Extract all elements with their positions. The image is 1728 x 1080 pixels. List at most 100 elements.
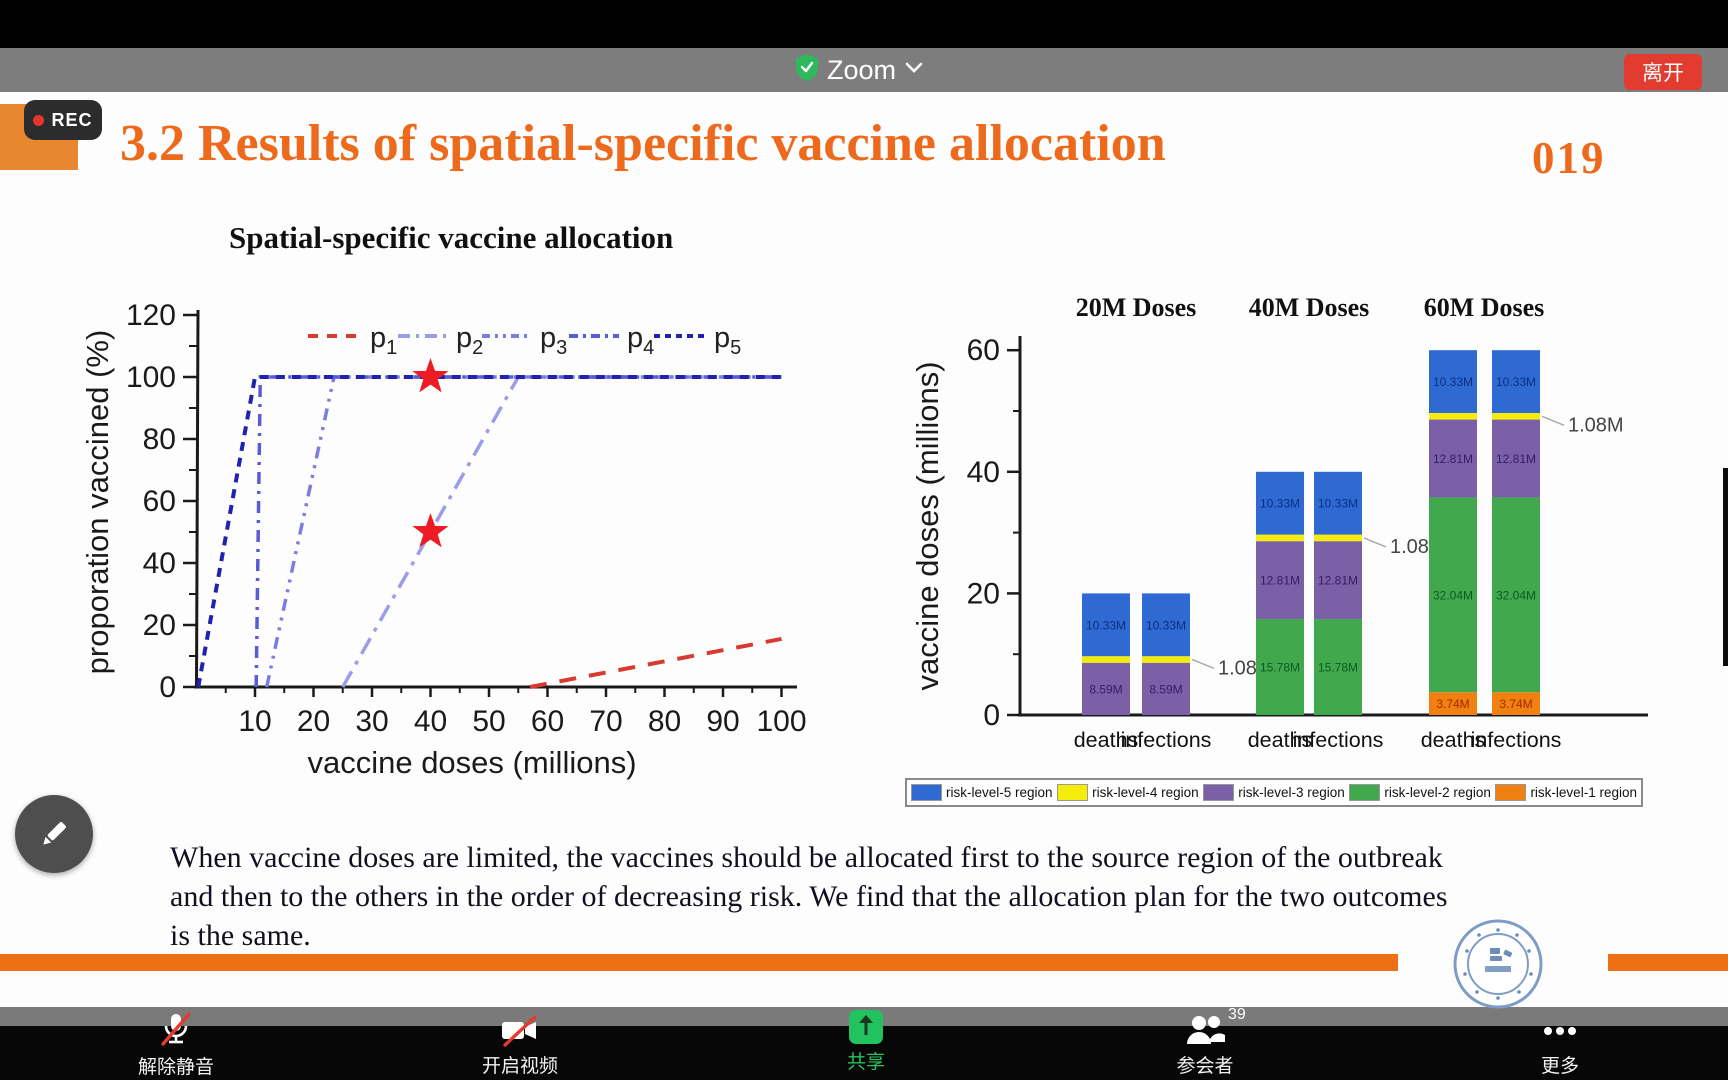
participants-button[interactable]: 参会者: [1125, 1012, 1285, 1078]
svg-text:10.33M: 10.33M: [1086, 618, 1126, 632]
svg-text:100: 100: [756, 705, 806, 738]
svg-text:12.81M: 12.81M: [1496, 452, 1536, 466]
svg-text:15.78M: 15.78M: [1318, 661, 1358, 675]
svg-text:infections: infections: [1471, 728, 1562, 752]
slide-title: 3.2 Results of spatial-specific vaccine …: [120, 115, 1166, 172]
scrollbar[interactable]: [1723, 468, 1728, 666]
svg-text:proporation vaccined (%): proporation vaccined (%): [80, 330, 115, 675]
svg-text:20: 20: [143, 609, 176, 642]
body-line: and then to the others in the order of d…: [170, 880, 1448, 913]
legend-item: risk-level-5 region: [911, 784, 1053, 801]
leave-meeting-button[interactable]: 离开: [1624, 54, 1702, 90]
annotate-pencil-button[interactable]: [15, 795, 93, 873]
svg-text:40: 40: [414, 705, 447, 738]
svg-text:40: 40: [143, 547, 176, 580]
svg-text:32.04M: 32.04M: [1496, 588, 1536, 602]
more-icon: [1540, 1012, 1580, 1049]
svg-text:90: 90: [706, 705, 739, 738]
system-top-bar: [0, 0, 1728, 48]
legend-label: risk-level-5 region: [946, 785, 1053, 800]
start-video-label: 开启视频: [481, 1056, 558, 1077]
svg-text:10: 10: [238, 705, 271, 738]
more-button[interactable]: 更多: [1480, 1012, 1640, 1078]
svg-text:10.33M: 10.33M: [1146, 618, 1186, 632]
chevron-down-icon: [905, 61, 923, 79]
recording-label: REC: [51, 109, 93, 130]
vaccine-proportion-line-chart: 0 20 40 60 80 100 120 10 20 30 40 50 60 70 80 90 100 vacc…: [80, 299, 807, 780]
svg-text:80: 80: [143, 423, 176, 456]
svg-text:15.78M: 15.78M: [1260, 661, 1300, 675]
svg-text:0: 0: [983, 699, 1000, 732]
svg-text:deaths: deaths: [1074, 728, 1139, 752]
legend-swatch: [1349, 784, 1381, 801]
svg-text:10.33M: 10.33M: [1318, 497, 1358, 511]
legend-label: risk-level-3 region: [1238, 785, 1345, 800]
svg-text:vaccine doses (millions): vaccine doses (millions): [910, 361, 945, 690]
svg-text:40M Doses: 40M Doses: [1249, 293, 1370, 322]
svg-text:12.81M: 12.81M: [1433, 452, 1473, 466]
svg-text:3.74M: 3.74M: [1499, 697, 1532, 711]
recording-dot-icon: [33, 114, 45, 126]
svg-text:60: 60: [143, 485, 176, 518]
legend-swatch: [1495, 784, 1527, 801]
svg-text:30: 30: [355, 705, 388, 738]
svg-text:50: 50: [472, 705, 505, 738]
svg-text:70: 70: [589, 705, 622, 738]
share-screen-icon: [848, 1008, 884, 1045]
body-line: is the same.: [170, 919, 311, 952]
svg-text:20: 20: [297, 705, 330, 738]
zoom-shield-icon: [796, 54, 818, 86]
svg-text:60: 60: [967, 334, 1000, 367]
svg-text:10.33M: 10.33M: [1496, 375, 1536, 389]
unmute-button[interactable]: 解除静音: [96, 1012, 256, 1078]
svg-text:12.81M: 12.81M: [1260, 574, 1300, 588]
share-button[interactable]: 共享: [786, 1008, 946, 1074]
legend-item: risk-level-3 region: [1203, 784, 1345, 801]
svg-text:8.59M: 8.59M: [1149, 682, 1182, 696]
svg-text:deaths: deaths: [1248, 728, 1313, 752]
svg-text:10.33M: 10.33M: [1260, 497, 1300, 511]
svg-text:10.33M: 10.33M: [1433, 375, 1473, 389]
svg-text:p5: p5: [714, 322, 741, 359]
svg-text:100: 100: [126, 361, 176, 394]
slide-subtitle: Spatial-specific vaccine allocation: [229, 220, 674, 255]
legend-swatch: [911, 784, 942, 801]
svg-text:p1: p1: [370, 322, 397, 359]
svg-text:p3: p3: [540, 322, 567, 359]
svg-text:p4: p4: [627, 322, 654, 359]
page-number: 019: [1532, 133, 1606, 183]
svg-text:0: 0: [159, 671, 176, 704]
legend-swatch: [1057, 784, 1089, 801]
svg-text:20: 20: [967, 577, 1000, 610]
svg-text:80: 80: [648, 705, 681, 738]
svg-text:deaths: deaths: [1421, 728, 1486, 752]
svg-text:32.04M: 32.04M: [1433, 588, 1473, 602]
unmute-label: 解除静音: [137, 1057, 214, 1078]
svg-text:8.59M: 8.59M: [1089, 682, 1122, 696]
start-video-button[interactable]: 开启视频: [440, 1012, 600, 1078]
svg-text:1.08M: 1.08M: [1568, 414, 1624, 436]
vaccine-doses-stacked-bar-chart: 0 20 40 60 vaccine doses (millions) 20M Doses…: [910, 293, 1648, 752]
meeting-title: Zoom: [827, 54, 897, 85]
legend-label: risk-level-1 region: [1530, 785, 1637, 800]
svg-text:vaccine doses (millions): vaccine doses (millions): [307, 745, 636, 780]
svg-text:40: 40: [967, 456, 1000, 489]
microphone-muted-icon: [158, 1012, 194, 1050]
legend-label: risk-level-4 region: [1092, 785, 1199, 800]
svg-text:20M Doses: 20M Doses: [1076, 293, 1197, 322]
slide-bottom-bar: [0, 954, 1398, 971]
share-label: 共享: [846, 1052, 885, 1073]
zoom-meeting-bar: [0, 48, 1728, 92]
camera-muted-icon: [499, 1012, 541, 1049]
legend-swatch: [1203, 784, 1235, 801]
zoom-menu[interactable]: Zoom: [796, 48, 923, 92]
more-label: 更多: [1540, 1056, 1579, 1077]
shared-slide: REC 3.2 Results of spatial-specific vacc…: [0, 92, 1728, 1009]
recording-badge: REC: [24, 100, 102, 140]
participants-icon: [1183, 1012, 1227, 1049]
risk-level-legend: risk-level-5 region risk-level-4 region ri…: [905, 778, 1643, 807]
svg-text:60: 60: [531, 705, 564, 738]
svg-text:infections: infections: [1293, 728, 1384, 752]
legend-label: risk-level-2 region: [1384, 785, 1491, 800]
svg-text:infections: infections: [1121, 728, 1212, 752]
